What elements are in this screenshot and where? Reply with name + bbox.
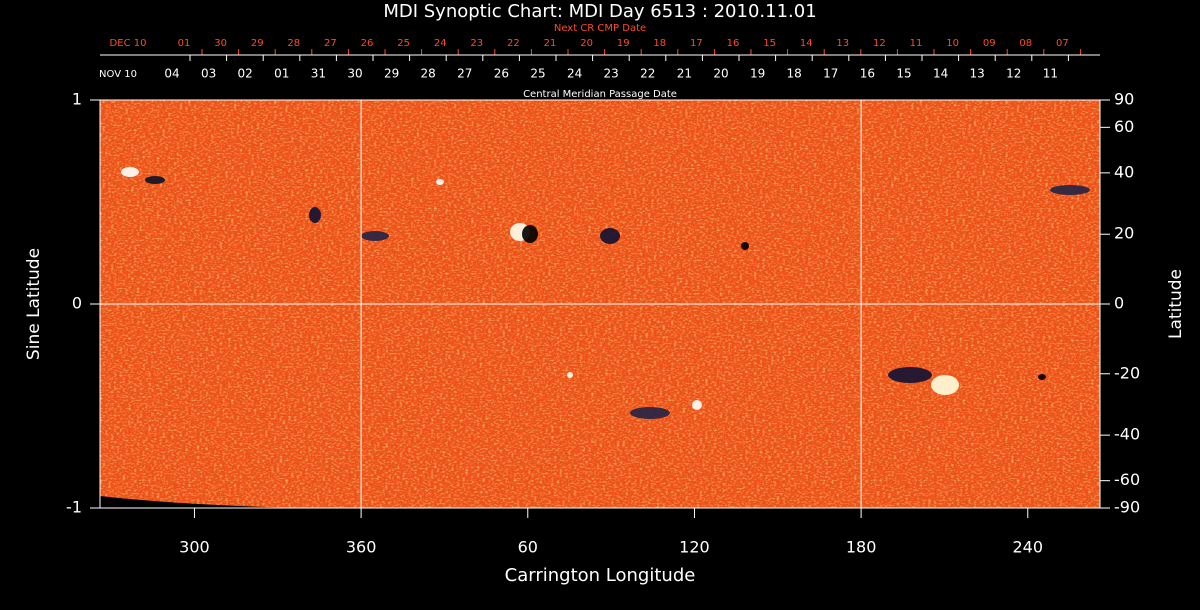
date-tick-label: 21 [544,38,557,49]
y2-axis-label: Latitude [1166,269,1186,339]
date-tick-label: 19 [617,38,630,49]
active-region [436,179,444,185]
active-region [309,207,321,223]
date-axis-start: NOV 10 [99,69,137,80]
date-tick-label: 22 [640,67,655,81]
date-tick-label: 09 [983,38,996,49]
date-tick-label: 14 [933,67,948,81]
date-tick-label: 30 [214,38,227,49]
x-tick-label: 60 [518,538,538,557]
active-region [145,176,165,184]
date-tick-label: 17 [690,38,703,49]
date-tick-label: 19 [750,67,765,81]
date-tick-label: 12 [1006,67,1021,81]
date-tick-label: 13 [970,67,985,81]
map-corner [100,496,300,508]
date-tick-label: 29 [384,67,399,81]
y2-tick-label: 40 [1114,162,1134,181]
y2-tick-label: -20 [1114,363,1140,382]
active-region [630,407,670,419]
date-axis-title: Central Meridian Passage Date [523,89,677,100]
date-tick-label: 10 [946,38,959,49]
date-tick-label: 25 [530,67,545,81]
date-tick-label: 26 [494,67,509,81]
active-region [361,231,389,241]
date-tick-label: 28 [421,67,436,81]
y-axis-label: Sine Latitude [24,248,44,360]
date-tick-label: 15 [896,67,911,81]
date-axis-start: DEC 10 [110,38,147,49]
date-tick-label: 20 [580,38,593,49]
y2-tick-label: -40 [1114,425,1140,444]
x-tick-label: 300 [179,538,210,557]
active-region [692,400,702,410]
date-tick-label: 13 [836,38,849,49]
date-tick-label: 12 [873,38,886,49]
date-tick-label: 29 [251,38,264,49]
date-tick-label: 31 [311,67,326,81]
chart-title: MDI Synoptic Chart: MDI Day 6513 : 2010.… [383,1,816,22]
date-tick-label: 16 [860,67,875,81]
x-tick-label: 180 [846,538,877,557]
y2-tick-label: 90 [1114,90,1134,109]
date-tick-label: 25 [397,38,410,49]
y2-tick-label: 0 [1114,294,1124,313]
active-region [931,375,959,395]
date-tick-label: 23 [470,38,483,49]
active-region [600,228,620,244]
date-tick-label: 02 [238,67,253,81]
x-axis-label: Carrington Longitude [505,565,696,586]
date-tick-label: 18 [653,38,666,49]
active-region [522,225,538,243]
date-tick-label: 01 [178,38,191,49]
y2-tick-label: -90 [1114,498,1140,517]
y-tick-label: -1 [66,498,82,517]
date-tick-label: 28 [287,38,300,49]
date-tick-label: 26 [361,38,374,49]
date-tick-label: 16 [727,38,740,49]
active-region [888,367,932,383]
active-region [567,372,573,378]
date-tick-label: 04 [164,67,179,81]
y-tick-label: 0 [72,294,82,313]
date-tick-label: 15 [763,38,776,49]
x-tick-label: 360 [346,538,377,557]
date-tick-label: 01 [274,67,289,81]
x-tick-label: 120 [679,538,710,557]
date-tick-label: 27 [457,67,472,81]
date-tick-label: 18 [787,67,802,81]
date-tick-label: 08 [1019,38,1032,49]
y-tick-label: 1 [72,90,82,109]
y2-tick-label: 60 [1114,117,1134,136]
date-axis-title: Next CR CMP Date [554,23,646,34]
active-region [1038,374,1046,380]
date-tick-label: 22 [507,38,520,49]
date-tick-label: 11 [910,38,923,49]
date-tick-label: 24 [434,38,447,49]
date-tick-label: 20 [713,67,728,81]
active-region [1050,185,1090,195]
y2-tick-label: -60 [1114,470,1140,489]
date-tick-label: 03 [201,67,216,81]
date-tick-label: 14 [800,38,813,49]
date-tick-label: 30 [347,67,362,81]
date-tick-label: 11 [1043,67,1058,81]
active-region [741,242,749,250]
date-tick-label: 21 [677,67,692,81]
date-tick-label: 07 [1056,38,1069,49]
date-tick-label: 23 [604,67,619,81]
date-tick-label: 17 [823,67,838,81]
date-tick-label: 27 [324,38,337,49]
x-tick-label: 240 [1013,538,1044,557]
y2-tick-label: 20 [1114,224,1134,243]
date-tick-label: 24 [567,67,582,81]
active-region [121,167,139,177]
